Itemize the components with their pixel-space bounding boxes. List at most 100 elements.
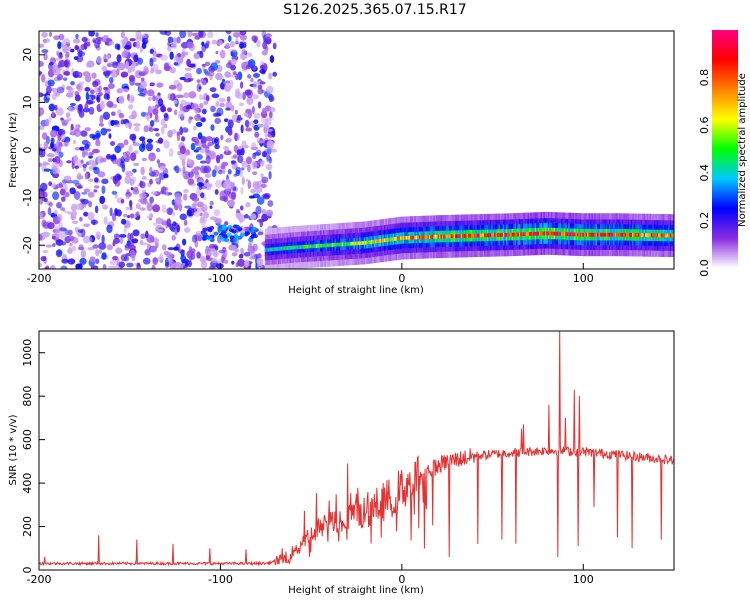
noise-cell <box>164 257 169 267</box>
noise-cell <box>181 136 186 142</box>
noise-cell <box>92 244 99 249</box>
noise-cell <box>126 262 134 268</box>
early-band-cell <box>235 224 241 229</box>
noise-cell <box>88 159 95 166</box>
noise-cell <box>49 265 56 269</box>
snr-series-line <box>39 331 674 567</box>
signal-cell <box>388 237 391 242</box>
signal-cell <box>427 235 430 239</box>
signal-cell <box>340 242 343 247</box>
signal-cell <box>322 243 326 248</box>
noise-cell <box>71 210 78 217</box>
noise-cell <box>181 262 186 267</box>
noise-cell <box>200 136 207 145</box>
noise-cell <box>174 164 180 174</box>
signal-cell <box>327 243 330 248</box>
noise-cell <box>248 242 253 249</box>
signal-cell <box>383 238 387 243</box>
noise-cell <box>183 226 191 233</box>
signal-cell <box>488 233 491 238</box>
noise-cell <box>48 202 53 207</box>
signal-cell <box>343 242 346 247</box>
noise-cell <box>74 94 81 102</box>
noise-cell <box>199 117 206 122</box>
noise-cell <box>80 249 87 259</box>
noise-cell <box>88 200 93 208</box>
noise-cell <box>158 172 166 180</box>
noise-cell <box>268 170 272 180</box>
noise-cell <box>106 153 112 160</box>
signal-cell <box>624 232 628 237</box>
noise-cell <box>232 31 241 38</box>
noise-cell <box>268 117 274 121</box>
signal-cell <box>452 234 455 239</box>
noise-cell <box>104 74 110 79</box>
signal-cell <box>665 233 668 238</box>
noise-cell <box>204 61 211 67</box>
spectrogram-y-tick-label: 0 <box>21 147 34 154</box>
noise-cell <box>74 146 80 151</box>
snr-x-tick-label: -100 <box>208 573 233 586</box>
noise-cell <box>56 86 65 94</box>
noise-cell <box>83 188 91 193</box>
noise-cell <box>88 151 95 156</box>
noise-cell <box>85 99 94 105</box>
noise-cell <box>120 31 126 39</box>
noise-cell <box>39 107 45 116</box>
noise-cell <box>252 72 261 78</box>
noise-cell <box>85 62 94 68</box>
noise-cell <box>87 246 95 251</box>
noise-cell <box>73 74 79 78</box>
noise-cell <box>42 162 50 166</box>
signal-cell <box>437 234 440 239</box>
noise-cell <box>269 55 275 63</box>
noise-cell <box>135 40 141 49</box>
noise-cell <box>201 63 206 67</box>
signal-cell <box>306 244 310 249</box>
noise-cell <box>260 173 264 179</box>
signal-cell <box>366 240 369 245</box>
signal-cell <box>418 235 421 240</box>
noise-cell <box>161 204 167 214</box>
noise-cell <box>70 48 75 53</box>
signal-cell <box>537 231 540 236</box>
noise-cell <box>146 89 155 97</box>
signal-cell <box>514 232 517 237</box>
noise-cell <box>179 31 187 39</box>
noise-cell <box>261 176 269 184</box>
noise-cell <box>77 175 84 180</box>
noise-cell <box>171 234 177 241</box>
noise-cell <box>235 92 244 100</box>
signal-cell <box>449 234 452 239</box>
noise-cell <box>58 227 67 232</box>
noise-cell <box>134 126 140 132</box>
noise-cell <box>220 134 224 141</box>
noise-cell <box>200 165 208 174</box>
noise-cell <box>77 229 84 233</box>
signal-cell <box>440 234 443 239</box>
noise-cell <box>209 87 217 93</box>
signal-cell <box>333 242 336 247</box>
signal-cell <box>510 232 513 237</box>
noise-cell <box>85 91 90 101</box>
signal-cell <box>476 233 479 238</box>
noise-cell <box>254 131 260 138</box>
noise-cell <box>56 202 62 209</box>
signal-cell <box>658 233 661 238</box>
noise-cell <box>266 128 273 132</box>
signal-cell <box>524 232 527 237</box>
noise-cell <box>198 31 204 38</box>
snr-panel: -200 -100 0 100 0 200 400 600 800 1000 Height of… <box>8 330 675 596</box>
noise-cell <box>171 211 176 216</box>
signal-cell <box>590 232 593 237</box>
signal-cell <box>410 235 413 240</box>
signal-cell <box>563 232 567 236</box>
signal-cell <box>280 246 284 251</box>
signal-cell <box>433 234 436 239</box>
noise-cell <box>62 38 71 45</box>
noise-cell <box>45 244 53 248</box>
noise-cell <box>39 147 43 156</box>
noise-cell <box>109 259 117 266</box>
noise-cell <box>223 259 229 264</box>
signal-cell <box>395 236 398 241</box>
